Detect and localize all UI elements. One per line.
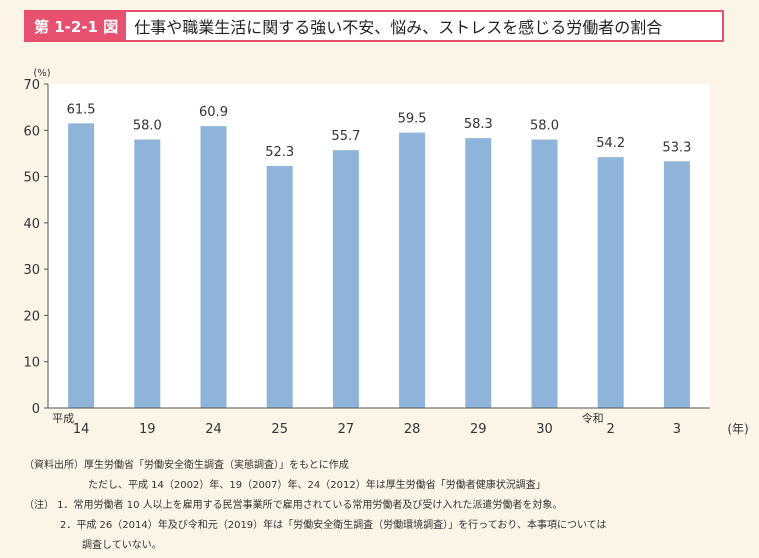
chart-title: 仕事や職業生活に関する強い不安、悩み、ストレスを感じる労働者の割合	[134, 18, 663, 37]
bar	[465, 138, 492, 408]
bar	[663, 161, 690, 408]
bar	[597, 157, 624, 408]
x-axis-unit: (年)	[727, 422, 748, 436]
x-tick-label: 3	[673, 422, 681, 437]
figure-number-badge: 第 1-2-1 図	[26, 12, 127, 40]
chart-area: 0 10 20 30 40 50 60 70 (%) 61.5 14 58.0 19 60.9 24 52.3…	[0, 58, 759, 448]
y-tick-label: 20	[23, 309, 40, 324]
source-note-continued: ただし、平成 14（2002）年、19（2007）年、24（2012）年は厚生労…	[88, 480, 546, 491]
bar-value-label: 58.0	[133, 119, 162, 134]
bar	[266, 165, 293, 408]
source-note: （資料出所）厚生労働省「労働安全衛生調査（実態調査）」をもとに作成	[24, 460, 349, 471]
bar	[531, 139, 558, 408]
note-2-continued: 調査していない。	[82, 540, 162, 551]
x-tick-label: 2	[607, 422, 615, 437]
y-tick-label: 30	[23, 263, 40, 278]
chart-title-box: 第 1-2-1 図 仕事や職業生活に関する強い不安、悩み、ストレスを感じる労働者…	[24, 10, 724, 42]
x-tick-label: 25	[271, 422, 288, 437]
bar-value-label: 55.7	[331, 129, 360, 144]
bar-value-label: 61.5	[67, 102, 96, 117]
note-1: （注） 1．常用労働者 10 人以上を雇用する民営事業所で雇用されている常用労働…	[24, 500, 563, 511]
x-tick-label: 29	[470, 422, 487, 437]
x-tick-label: 24	[205, 422, 222, 437]
x-tick-label: 27	[338, 422, 355, 437]
bar	[399, 132, 426, 408]
y-tick-label: 0	[32, 402, 40, 417]
bar-value-label: 54.2	[596, 136, 625, 151]
y-axis-unit: (%)	[33, 68, 50, 79]
y-tick-label: 50	[23, 171, 40, 186]
note-2: 2．平成 26（2014）年及び令和元（2019）年は「労働安全衛生調査（労働環…	[60, 520, 607, 531]
y-tick-label: 70	[23, 78, 40, 93]
bar-value-label: 53.3	[662, 140, 691, 155]
bar-value-label: 60.9	[199, 105, 228, 120]
notes-section: （資料出所）厚生労働省「労働安全衛生調査（実態調査）」をもとに作成 ただし、平成…	[24, 456, 744, 556]
bar-value-label: 58.0	[530, 119, 559, 134]
x-tick-label: 28	[404, 422, 421, 437]
x-tick-label: 19	[139, 422, 156, 437]
era-label-heisei: 平成	[52, 412, 74, 425]
bar-value-label: 52.3	[265, 145, 294, 160]
bar	[200, 126, 227, 409]
y-tick-label: 10	[23, 356, 40, 371]
bar-value-label: 59.5	[398, 112, 427, 127]
x-tick-label: 14	[73, 422, 90, 437]
era-label-reiwa: 令和	[582, 411, 604, 425]
x-tick-label: 30	[536, 422, 553, 437]
bar	[332, 150, 359, 408]
bar-chart: 0 10 20 30 40 50 60 70(%) 61.5 14 58.0 19 60.9 24 52.3…	[23, 68, 748, 437]
y-tick-label: 60	[23, 124, 40, 139]
bar	[134, 139, 161, 408]
bar	[68, 123, 95, 408]
bar-value-label: 58.3	[464, 117, 493, 132]
y-tick-label: 40	[23, 217, 40, 232]
